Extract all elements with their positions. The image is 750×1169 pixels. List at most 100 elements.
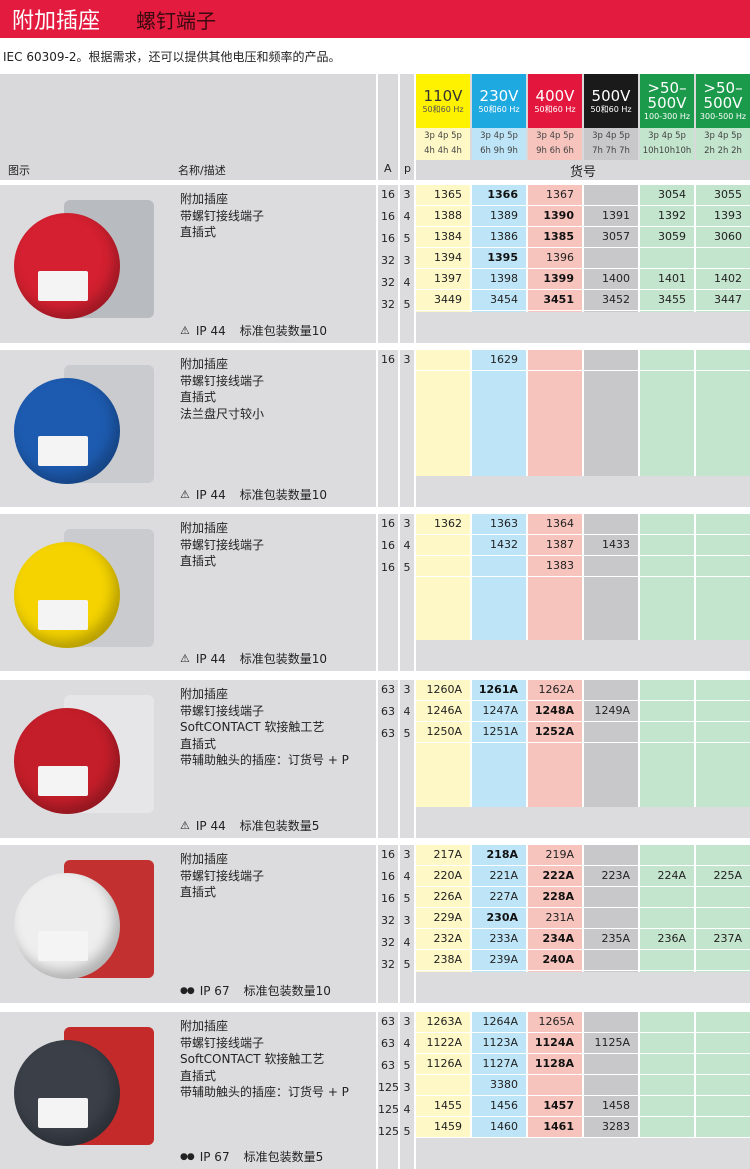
part-number-cell: 238A	[416, 950, 470, 970]
table-row: 1388 1389 1390 1391 1392 1393	[416, 206, 750, 227]
part-number-cell: 1125A	[584, 1033, 638, 1053]
part-number-cell: 3283	[584, 1117, 638, 1137]
description-line: 带辅助触头的插座：订货号 + P	[180, 753, 349, 767]
table-row: 1459 1460 1461 3283	[416, 1117, 750, 1138]
warning-triangle-icon: ⚠	[180, 324, 190, 337]
part-number-cell: 1396	[528, 248, 582, 268]
water-drops-icon: ●●	[180, 985, 195, 996]
part-number-cell: 228A	[528, 887, 582, 907]
part-number-cell: 1263A	[416, 1012, 470, 1032]
poles: 3	[403, 848, 411, 861]
part-number-cell	[640, 1096, 694, 1116]
part-number-cell	[696, 701, 750, 721]
part-number-cell: 3060	[696, 227, 750, 247]
part-number-cell	[696, 248, 750, 268]
part-number-cell: 217A	[416, 845, 470, 865]
part-number-cell: 1248A	[528, 701, 582, 721]
frequency-label: 50和60 Hz	[422, 104, 464, 114]
frequency-label: 50和60 Hz	[478, 104, 520, 114]
description-line: 带螺钉接线端子	[180, 703, 265, 718]
part-number-cell: 220A	[416, 866, 470, 886]
water-drops-icon: ●●	[180, 1151, 195, 1162]
part-number-cell: 1126A	[416, 1054, 470, 1074]
amperage: 32	[381, 276, 395, 289]
product-section: 附加插座 带螺钉接线端子 SoftCONTACT 软接触工艺 直插式 带辅助触头的插座：…	[0, 680, 750, 838]
product-image-blue-socket	[14, 360, 154, 495]
part-number-cell	[696, 350, 750, 370]
part-number-cell	[640, 535, 694, 555]
poles-label: 3p 4p 5p	[480, 131, 518, 141]
poles: 4	[403, 936, 411, 949]
description-line: 带螺钉接线端子	[180, 373, 265, 388]
part-number-cell	[640, 248, 694, 268]
filler	[416, 971, 750, 972]
part-number-cell: 1247A	[472, 701, 526, 721]
part-number-cell: 3451	[528, 290, 582, 310]
part-number-cell	[696, 556, 750, 576]
amperage: 16	[381, 539, 395, 552]
part-number-cell: 3057	[584, 227, 638, 247]
part-number-cell: 3380	[472, 1075, 526, 1095]
table-row: 1455 1456 1457 1458	[416, 1096, 750, 1117]
poles-label: 3p 4p 5p	[424, 131, 462, 141]
part-number-cell	[584, 556, 638, 576]
part-number-cell: 1264A	[472, 1012, 526, 1032]
pack-quantity: 标准包装数量10	[239, 324, 328, 338]
part-number-cell	[416, 556, 470, 576]
warning-triangle-icon: ⚠	[180, 652, 190, 665]
description-line: 附加插座	[180, 1019, 229, 1033]
part-number-label: 货号	[569, 165, 596, 180]
part-number-cell: 1262A	[528, 680, 582, 700]
part-number-cell	[640, 950, 694, 970]
amperage: 16	[381, 892, 395, 905]
part-number-cell: 1402	[696, 269, 750, 289]
table-row: 232A 233A 234A 235A 236A 237A	[416, 929, 750, 950]
warning-triangle-icon: ⚠	[180, 488, 190, 501]
description-line: 附加插座	[180, 521, 229, 535]
amperage: 63	[381, 1015, 395, 1028]
part-number-cell: 1458	[584, 1096, 638, 1116]
hours-label: 4h 4h 4h	[424, 146, 462, 156]
poles: 3	[403, 353, 411, 366]
poles: 3	[403, 517, 411, 530]
part-number-cell: 1460	[472, 1117, 526, 1137]
poles: 4	[403, 1037, 411, 1050]
voltage-label: 400V	[535, 86, 575, 105]
part-number-cell: 236A	[640, 929, 694, 949]
part-number-cell: 1390	[528, 206, 582, 226]
part-number-cell: 1455	[416, 1096, 470, 1116]
amperage: 125	[378, 1125, 399, 1138]
part-number-cell: 1364	[528, 514, 582, 534]
amperage: 63	[381, 1059, 395, 1072]
description-line: 附加插座	[180, 192, 229, 206]
amperage: 32	[381, 958, 395, 971]
part-number-cell: 1393	[696, 206, 750, 226]
poles: 4	[403, 1103, 411, 1116]
frequency-label: 50和60 Hz	[590, 104, 632, 114]
part-number-cell	[696, 514, 750, 534]
part-number-cell: 1399	[528, 269, 582, 289]
part-number-cell	[640, 887, 694, 907]
part-number-cell	[696, 722, 750, 742]
part-number-cell	[584, 1054, 638, 1074]
part-number-cell: 1392	[640, 206, 694, 226]
voltage-column-header: >50–500V 300-500 Hz 3p 4p 5p 2h 2h 2h	[696, 74, 750, 160]
divider	[414, 74, 416, 180]
description-line: 带螺钉接线端子	[180, 208, 265, 223]
part-number-cell	[696, 535, 750, 555]
frequency-label: 50和60 Hz	[534, 104, 576, 114]
part-number-cell: 1386	[472, 227, 526, 247]
product-section: 附加插座 带螺钉接线端子 SoftCONTACT 软接触工艺 直插式 带辅助触头的插座：…	[0, 1012, 750, 1169]
description-line: 带螺钉接线端子	[180, 1035, 265, 1050]
voltage-label: 230V	[479, 86, 519, 105]
poles-label: 3p 4p 5p	[704, 131, 742, 141]
poles: 5	[403, 1059, 411, 1072]
part-number-cell	[696, 680, 750, 700]
part-number-cell: 3455	[640, 290, 694, 310]
part-number-cell	[640, 1033, 694, 1053]
poles-label: 3p 4p 5p	[592, 131, 630, 141]
part-number-cell: 1432	[472, 535, 526, 555]
part-number-cell	[584, 950, 638, 970]
col-a-label: A	[384, 162, 392, 175]
